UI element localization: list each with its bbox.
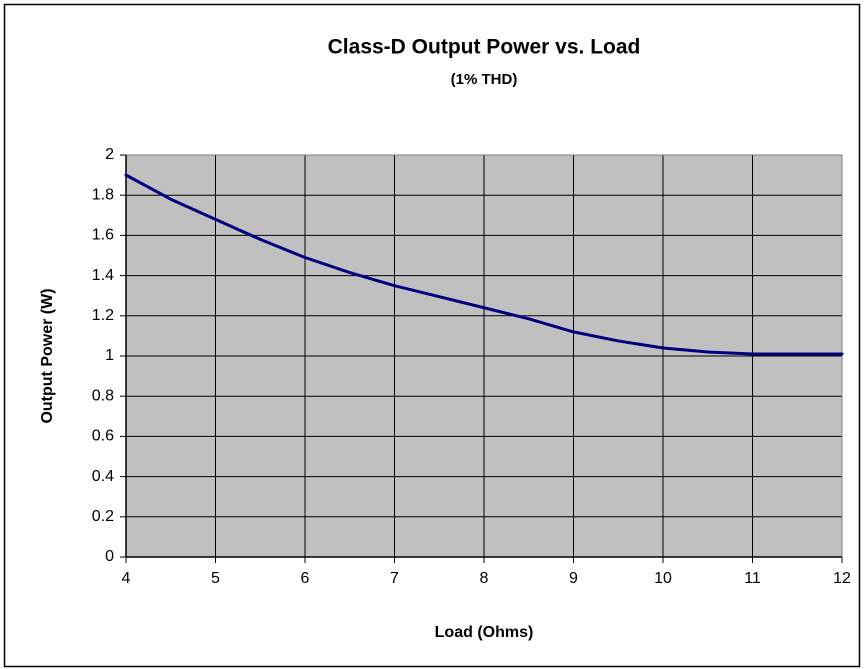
y-tick-label: 0.4 [92, 468, 114, 485]
chart-subtitle: (1% THD) [451, 71, 518, 88]
y-axis-label: Output Power (W) [39, 288, 56, 423]
y-tick-label: 1.6 [92, 227, 114, 244]
line-series [124, 173, 844, 356]
x-axis-label: Load (Ohms) [435, 624, 534, 641]
y-tick-label: 1.4 [92, 267, 114, 284]
y-tick-label: 0.2 [92, 508, 114, 525]
y-tick-label: 0.6 [92, 428, 114, 445]
y-tick-label: 0.8 [92, 387, 114, 404]
x-tick-label: 4 [122, 570, 131, 587]
x-tick-label: 10 [654, 570, 672, 587]
x-tick-label: 8 [480, 570, 489, 587]
y-tick-label: 0 [105, 548, 114, 565]
x-tick-label: 6 [301, 570, 310, 587]
x-tick-label: 11 [744, 570, 761, 587]
x-tick-label: 12 [833, 570, 851, 587]
y-tick-label: 2 [105, 146, 114, 163]
y-tick-label: 1 [105, 347, 114, 364]
x-tick-label: 7 [390, 570, 399, 587]
x-tick-label: 5 [211, 570, 220, 587]
chart-title: Class-D Output Power vs. Load [328, 36, 641, 59]
y-tick-label: 1.2 [92, 307, 114, 324]
y-tick-label: 1.8 [92, 186, 114, 203]
x-tick-label: 9 [569, 570, 578, 587]
